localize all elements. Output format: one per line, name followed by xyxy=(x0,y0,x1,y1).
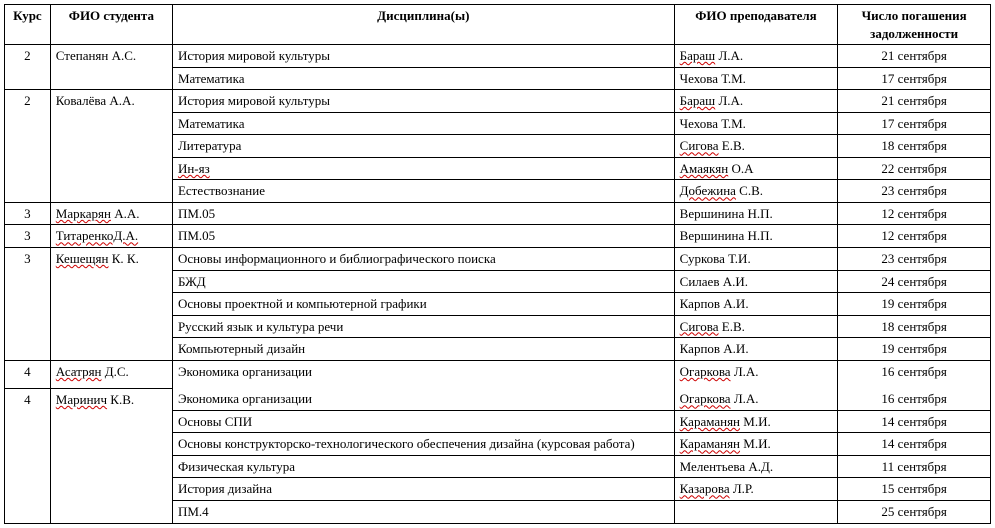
cell-teacher: Чехова Т.М. xyxy=(674,112,838,135)
debts-table: Курс ФИО студента Дисциплина(ы) ФИО преп… xyxy=(4,4,991,524)
cell-discipline: Русский язык и культура речи xyxy=(172,315,674,338)
cell-discipline: ПМ.05 xyxy=(172,225,674,248)
cell-date: 19 сентября xyxy=(838,293,991,316)
cell-course: 3 xyxy=(5,225,51,248)
cell-student: ТитаренкоД.А. xyxy=(50,225,172,248)
cell-teacher: Бараш Л.А. xyxy=(674,45,838,68)
cell-discipline: Естествознание xyxy=(172,180,674,203)
cell-date: 21 сентября xyxy=(838,90,991,113)
cell-teacher: Амаякян О.А xyxy=(674,157,838,180)
cell-teacher: Бараш Л.А. xyxy=(674,90,838,113)
cell-date: 16 сентября xyxy=(838,388,991,410)
cell-teacher: Сигова Е.В. xyxy=(674,135,838,158)
cell-discipline: Компьютерный дизайн xyxy=(172,338,674,361)
table-row: 2Ковалёва А.А.История мировой культурыБа… xyxy=(5,90,991,113)
cell-discipline: ПМ.05 xyxy=(172,202,674,225)
cell-teacher: Суркова Т.И. xyxy=(674,248,838,271)
cell-student: Степанян А.С. xyxy=(50,45,172,90)
cell-discipline: История дизайна xyxy=(172,478,674,501)
cell-date: 22 сентября xyxy=(838,157,991,180)
table-row: 3ТитаренкоД.А.ПМ.05Вершинина Н.П.12 сент… xyxy=(5,225,991,248)
cell-date: 17 сентября xyxy=(838,67,991,90)
cell-student: Ковалёва А.А. xyxy=(50,90,172,203)
cell-student: Кешещян К. К. xyxy=(50,248,172,361)
cell-date: 25 сентября xyxy=(838,501,991,524)
cell-discipline: Основы конструкторско-технологического о… xyxy=(172,433,674,456)
cell-date: 23 сентября xyxy=(838,248,991,271)
cell-teacher: Сигова Е.В. xyxy=(674,315,838,338)
cell-date: 14 сентября xyxy=(838,410,991,433)
cell-discipline: Основы информационного и библиографическ… xyxy=(172,248,674,271)
cell-discipline: Физическая культура xyxy=(172,455,674,478)
cell-date: 16 сентября xyxy=(838,360,991,382)
cell-teacher: Караманян М.И. xyxy=(674,410,838,433)
cell-teacher: Чехова Т.М. xyxy=(674,67,838,90)
cell-date: 17 сентября xyxy=(838,112,991,135)
cell-date: 14 сентября xyxy=(838,433,991,456)
cell-teacher: Вершинина Н.П. xyxy=(674,225,838,248)
cell-date: 21 сентября xyxy=(838,45,991,68)
header-teacher: ФИО преподавателя xyxy=(674,5,838,45)
cell-course: 3 xyxy=(5,248,51,361)
cell-teacher: Мелентьева А.Д. xyxy=(674,455,838,478)
cell-discipline: Основы СПИ xyxy=(172,410,674,433)
cell-teacher: Огаркова Л.А. xyxy=(674,360,838,382)
cell-teacher: Казарова Л.Р. xyxy=(674,478,838,501)
cell-date: 23 сентября xyxy=(838,180,991,203)
cell-discipline: БЖД xyxy=(172,270,674,293)
cell-date: 18 сентября xyxy=(838,135,991,158)
cell-discipline: Основы проектной и компьютерной графики xyxy=(172,293,674,316)
cell-discipline: Экономика организации xyxy=(172,360,674,382)
header-date: Число погашения задолженности xyxy=(838,5,991,45)
cell-date: 12 сентября xyxy=(838,225,991,248)
cell-date: 18 сентября xyxy=(838,315,991,338)
cell-teacher: Карпов А.И. xyxy=(674,293,838,316)
cell-teacher: Караманян М.И. xyxy=(674,433,838,456)
header-student: ФИО студента xyxy=(50,5,172,45)
cell-discipline: Экономика организации xyxy=(172,388,674,410)
cell-date: 19 сентября xyxy=(838,338,991,361)
cell-teacher xyxy=(674,501,838,524)
cell-course: 3 xyxy=(5,202,51,225)
cell-teacher: Карпов А.И. xyxy=(674,338,838,361)
cell-date: 11 сентября xyxy=(838,455,991,478)
cell-student: Маркарян А.А. xyxy=(50,202,172,225)
cell-date: 24 сентября xyxy=(838,270,991,293)
cell-discipline: Ин-яз xyxy=(172,157,674,180)
cell-course: 4 xyxy=(5,388,51,523)
cell-date: 15 сентября xyxy=(838,478,991,501)
cell-student: Асатрян Д.С. xyxy=(50,360,172,388)
cell-teacher: Силаев А.И. xyxy=(674,270,838,293)
cell-teacher: Добежина С.В. xyxy=(674,180,838,203)
cell-discipline: Математика xyxy=(172,67,674,90)
cell-date: 12 сентября xyxy=(838,202,991,225)
cell-discipline: Литература xyxy=(172,135,674,158)
cell-discipline: ПМ.4 xyxy=(172,501,674,524)
cell-student: Маринич К.В. xyxy=(50,388,172,523)
header-course: Курс xyxy=(5,5,51,45)
cell-teacher: Вершинина Н.П. xyxy=(674,202,838,225)
cell-discipline: История мировой культуры xyxy=(172,45,674,68)
table-row: 3Кешещян К. К.Основы информационного и б… xyxy=(5,248,991,271)
cell-discipline: История мировой культуры xyxy=(172,90,674,113)
table-row: 3Маркарян А.А.ПМ.05Вершинина Н.П.12 сент… xyxy=(5,202,991,225)
cell-discipline: Математика xyxy=(172,112,674,135)
cell-course: 4 xyxy=(5,360,51,388)
cell-course: 2 xyxy=(5,45,51,90)
table-row: 2Степанян А.С.История мировой культурыБа… xyxy=(5,45,991,68)
header-row: Курс ФИО студента Дисциплина(ы) ФИО преп… xyxy=(5,5,991,45)
header-discipline: Дисциплина(ы) xyxy=(172,5,674,45)
cell-course: 2 xyxy=(5,90,51,203)
cell-teacher: Огаркова Л.А. xyxy=(674,388,838,410)
table-row: 4Маринич К.В.Экономика организацииОгарко… xyxy=(5,388,991,410)
table-row: 4Асатрян Д.С.Экономика организацииОгарко… xyxy=(5,360,991,382)
